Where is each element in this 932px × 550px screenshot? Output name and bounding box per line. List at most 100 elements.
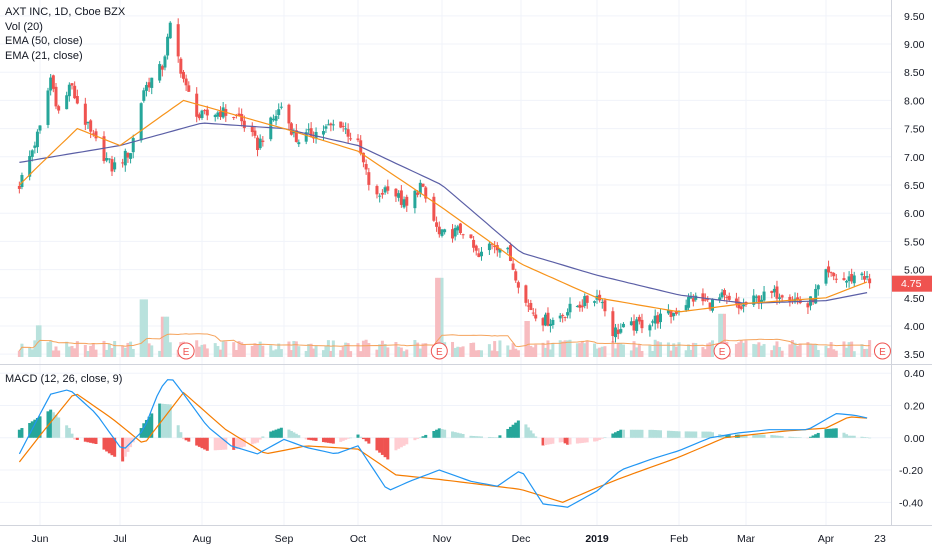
candle-body [261,141,264,142]
volume-bar [601,347,604,357]
macd-axis-tick-label: -0.20 [899,465,923,477]
candle-body [517,282,520,287]
candle-body [397,193,400,198]
macd-histogram-bar [825,429,828,438]
macd-histogram-bar [57,417,60,437]
candle-body [195,94,198,117]
macd-title[interactable]: MACD (12, 26, close, 9) [5,372,122,387]
candle-body [272,119,275,120]
candle-body [31,150,34,157]
macd-histogram-bar [121,438,124,462]
volume-bar [817,350,820,357]
macd-histogram-bar [424,435,427,438]
candle-body [384,187,387,192]
volume-bar [108,344,111,357]
volume-bar [638,344,641,357]
time-axis-tick-label: 2019 [585,533,609,545]
candle-body [185,79,188,86]
candle-body [148,82,151,87]
candle-body [219,111,222,116]
candle-body [825,269,828,283]
candle-body [432,197,435,221]
candle-body [827,266,830,272]
volume-bar [654,340,657,357]
candle-body [400,190,403,204]
candle-body [145,85,148,91]
volume-bar [105,350,108,357]
macd-histogram-bar [480,436,483,437]
candle-body [179,59,182,74]
volume-bar [269,345,272,357]
volume-bar [224,341,227,357]
macd-histogram-bar [163,404,166,438]
candle-body [469,234,472,238]
macd-histogram-bar [187,438,190,442]
volume-bar [150,345,153,357]
volume-bar [462,346,465,357]
macd-histogram-bar [506,429,509,438]
macd-histogram-bar [477,436,480,437]
candle-body [619,329,622,333]
volume-bar [349,351,352,357]
price-axis-tick-label: 3.50 [904,349,925,361]
volume-bar [830,342,833,357]
candle-body [763,292,766,301]
volume-bar [297,346,300,357]
volume-bar [84,345,87,357]
volume-bar [20,344,23,357]
candle-body [593,301,596,303]
candle-body [441,229,444,236]
volume-legend[interactable]: Vol (20) [5,20,125,35]
candle-body [617,330,620,334]
candle-body [687,297,690,308]
candle-body [342,126,345,127]
macd-histogram-bar [491,437,494,438]
candle-body [529,303,532,310]
volume-bar [31,349,34,357]
volume-bar [251,346,254,357]
candle-body [198,114,201,118]
candle-body [654,316,657,324]
volume-bar [825,346,828,357]
candle-body [381,193,384,195]
symbol-title[interactable]: AXT INC, 1D, Cboe BZX [5,5,125,20]
candle-body [564,317,567,318]
candle-body [443,229,446,232]
macd-histogram-bar [614,432,617,438]
ema21-legend[interactable]: EMA (21, close) [5,49,125,64]
macd-histogram-bar [569,438,572,445]
macd-histogram-bar [694,432,697,438]
macd-histogram-bar [71,434,74,438]
macd-histogram-bar [596,438,599,441]
macd-histogram-bar [611,434,614,438]
macd-histogram-bar [261,436,264,437]
candle-body [633,321,636,330]
macd-histogram-bar [443,430,446,438]
candle-body [287,105,290,124]
volume-bar [635,347,638,357]
candle-body [559,316,562,319]
ema50-legend[interactable]: EMA (50, close) [5,34,125,49]
macd-histogram-bar [760,435,763,438]
macd-histogram-bar [349,438,352,439]
macd-histogram-bar [635,430,638,438]
volume-bar [375,350,378,357]
candle-body [365,164,368,169]
macd-histogram-bar [256,438,259,443]
macd-histogram-bar [394,438,397,451]
candle-body [105,158,108,160]
volume-bar [475,350,478,357]
volume-bar [796,346,799,357]
macd-histogram-bar [603,437,606,438]
macd-histogram-bar [219,438,222,450]
volume-bar [853,351,856,357]
candle-body [403,199,406,207]
volume-bar [498,340,501,357]
candle-body [216,113,219,117]
candle-body [52,75,55,89]
macd-histogram-bar [182,438,185,439]
volume-bar [451,342,454,357]
volume-bar [256,344,259,357]
macd-histogram-bar [95,438,98,444]
